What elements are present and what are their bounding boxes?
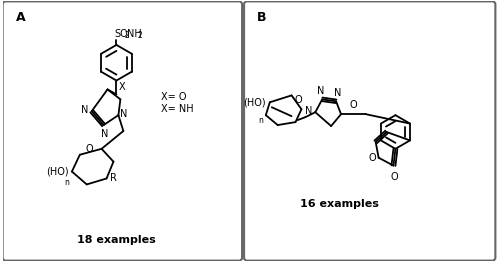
Text: O: O	[86, 144, 94, 154]
Text: B: B	[257, 11, 266, 24]
Text: O: O	[350, 100, 357, 110]
Text: O: O	[294, 95, 302, 105]
Text: N: N	[101, 129, 108, 139]
Text: SO: SO	[114, 29, 128, 39]
Text: N: N	[334, 88, 342, 98]
Text: NH: NH	[128, 29, 142, 39]
FancyBboxPatch shape	[244, 1, 496, 261]
Text: R: R	[110, 173, 116, 183]
Text: (HO): (HO)	[243, 97, 266, 107]
Text: O: O	[368, 153, 376, 163]
Text: X: X	[118, 83, 125, 92]
Text: 2: 2	[124, 31, 129, 40]
Text: N: N	[82, 105, 88, 115]
Text: N: N	[316, 86, 324, 96]
Text: X= O: X= O	[161, 92, 186, 102]
Text: n: n	[258, 116, 263, 125]
Text: n: n	[64, 177, 69, 187]
Text: (HO): (HO)	[46, 167, 69, 177]
Text: 18 examples: 18 examples	[77, 235, 156, 245]
Text: O: O	[390, 172, 398, 182]
Text: X= NH: X= NH	[161, 104, 194, 114]
Text: 2: 2	[137, 31, 142, 40]
Text: A: A	[16, 11, 25, 24]
FancyBboxPatch shape	[2, 1, 242, 261]
Text: N: N	[305, 106, 312, 116]
Text: N: N	[120, 109, 128, 119]
Text: 16 examples: 16 examples	[300, 199, 378, 209]
